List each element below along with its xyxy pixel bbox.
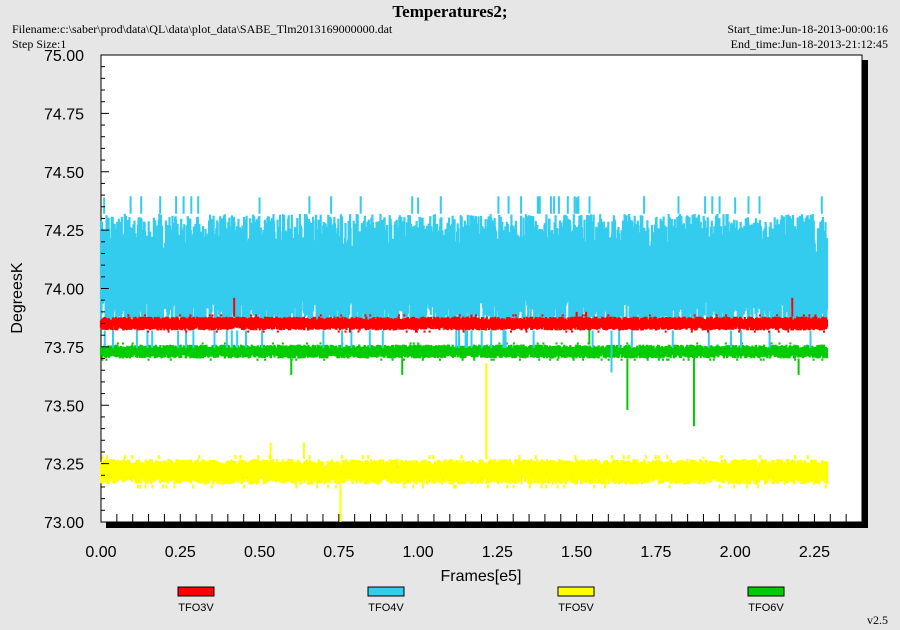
x-tick-label: 2.00 [720, 544, 751, 561]
series-band [99, 459, 829, 485]
legend-swatch-tfo4v [367, 586, 405, 597]
x-tick-label: 1.50 [561, 544, 592, 561]
x-tick-label: 0.25 [165, 544, 196, 561]
legend-swatch-tfo5v [557, 586, 595, 597]
series-excursions [127, 314, 825, 333]
x-tick-label: 2.25 [799, 544, 830, 561]
start-time-label: Start_time:Jun-18-2013-00:00:16 [727, 22, 888, 36]
series-excursions [101, 455, 827, 489]
series-layer [99, 196, 829, 522]
series-excursions [103, 196, 823, 348]
series-tfo6v [99, 295, 829, 427]
y-tick-label: 73.75 [44, 340, 84, 357]
step-size-label: Step Size:1 [12, 37, 67, 51]
y-tick-label: 73.25 [44, 457, 84, 474]
x-tick-label: 0.50 [244, 544, 275, 561]
legend-label-tfo6v: TFO6V [748, 602, 784, 614]
series-tfo5v [99, 363, 829, 522]
series-excursions [101, 342, 824, 361]
series-band [99, 213, 829, 331]
series-tfo4v [99, 196, 829, 373]
series-band [99, 344, 829, 359]
legend: TFO3V TFO4V TFO5V TFO6V [177, 586, 785, 614]
x-tick-label: 0.00 [85, 544, 116, 561]
x-tick-label: 1.75 [640, 544, 671, 561]
y-tick-label: 74.00 [44, 282, 84, 299]
legend-label-tfo5v: TFO5V [558, 602, 594, 614]
y-tick-label: 73.50 [44, 398, 84, 415]
legend-swatch-tfo6v [747, 586, 785, 597]
x-axis-label: Frames[e5] [441, 568, 522, 585]
y-tick-label: 74.25 [44, 223, 84, 240]
version-label: v2.5 [867, 613, 888, 627]
legend-swatch-tfo3v [177, 586, 215, 597]
y-tick-label: 75.00 [44, 48, 84, 65]
legend-label-tfo3v: TFO3V [178, 602, 214, 614]
y-tick-label: 74.50 [44, 165, 84, 182]
y-tick-label: 73.00 [44, 515, 84, 532]
x-tick-label: 1.00 [403, 544, 434, 561]
y-tick-label: 74.75 [44, 106, 84, 123]
series-band [99, 316, 829, 331]
axis-layer: 73.00 73.25 73.50 73.75 74.00 74.25 74.50 74.75… [44, 48, 863, 561]
end-time-label: End_time:Jun-18-2013-21:12:45 [730, 37, 888, 51]
x-tick-label: 1.25 [482, 544, 513, 561]
y-axis-label: DegreesK [9, 262, 26, 333]
series-tfo3v [99, 297, 829, 333]
filename-label: Filename:c:\saber\prod\data\QL\data\plot… [12, 22, 393, 36]
chart-title: Temperatures2; [392, 2, 508, 21]
x-tick-label: 0.75 [323, 544, 354, 561]
legend-label-tfo4v: TFO4V [368, 602, 404, 614]
